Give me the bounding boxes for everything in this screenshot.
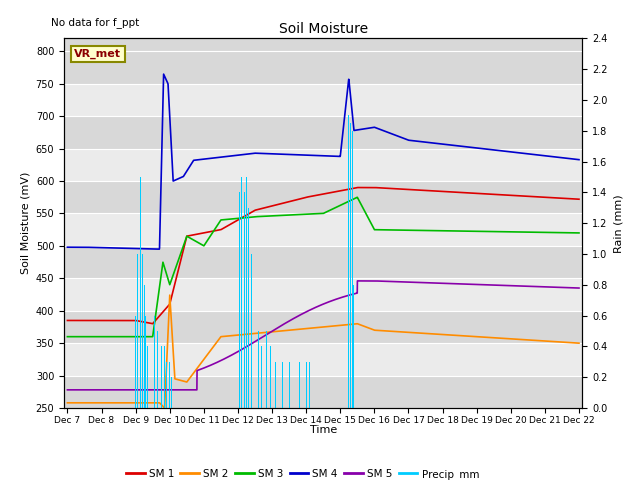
Bar [270, 347, 271, 408]
Bar [306, 362, 307, 408]
Bar [142, 254, 143, 408]
Bar [150, 331, 152, 408]
Y-axis label: Rain (mm): Rain (mm) [613, 194, 623, 252]
Bar [348, 115, 349, 408]
Bar [244, 192, 245, 408]
Bar [299, 362, 300, 408]
Bar [140, 177, 141, 408]
Bar [266, 331, 268, 408]
Bar [64, 311, 582, 343]
Bar [64, 51, 582, 84]
Bar [64, 149, 582, 181]
Bar [64, 246, 582, 278]
Bar [275, 362, 276, 408]
Bar [352, 131, 353, 408]
Bar [64, 343, 582, 375]
Text: VR_met: VR_met [74, 49, 122, 59]
Bar [64, 214, 582, 246]
Bar [353, 285, 355, 408]
Bar [258, 331, 259, 408]
Bar [139, 115, 140, 408]
Bar [164, 347, 165, 408]
Bar [161, 347, 162, 408]
X-axis label: Time: Time [310, 425, 337, 434]
Bar [282, 362, 283, 408]
Bar [251, 254, 252, 408]
Bar [137, 254, 138, 408]
Bar [246, 177, 247, 408]
Y-axis label: Soil Moisture (mV): Soil Moisture (mV) [20, 172, 30, 275]
Bar [171, 377, 172, 408]
Bar [64, 375, 582, 408]
Bar [166, 362, 167, 408]
Bar [64, 116, 582, 149]
Bar [309, 362, 310, 408]
Legend: SM 1, SM 2, SM 3, SM 4, SM 5, Precip_mm: SM 1, SM 2, SM 3, SM 4, SM 5, Precip_mm [122, 465, 483, 480]
Bar [147, 347, 148, 408]
Bar [64, 278, 582, 311]
Bar [64, 84, 582, 116]
Title: Soil Moisture: Soil Moisture [278, 22, 368, 36]
Bar [135, 316, 136, 408]
Bar [154, 316, 155, 408]
Bar [145, 316, 147, 408]
Text: No data for f_ppt: No data for f_ppt [51, 17, 140, 28]
Bar [350, 123, 351, 408]
Bar [144, 285, 145, 408]
Bar [261, 347, 262, 408]
Bar [157, 331, 158, 408]
Bar [239, 192, 240, 408]
Bar [64, 181, 582, 214]
Bar [241, 177, 242, 408]
